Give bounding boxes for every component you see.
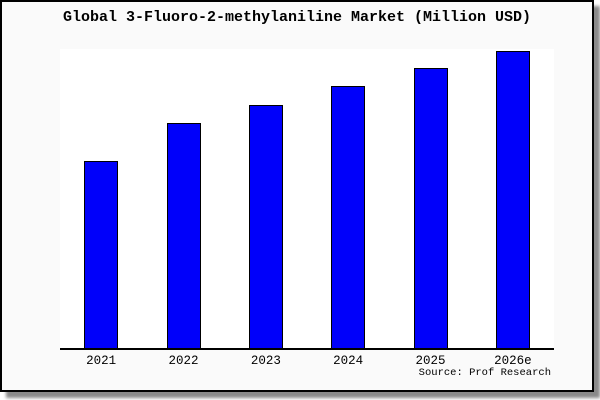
chart-panel: Global 3-Fluoro-2-methylaniline Market (…: [0, 0, 594, 392]
x-tick-label-2026e: 2026e: [494, 354, 532, 368]
x-tick-label-2025: 2025: [415, 354, 446, 368]
x-tick-label-2021: 2021: [86, 354, 117, 368]
x-tick-label-2023: 2023: [250, 354, 281, 368]
x-tick-label-2022: 2022: [168, 354, 199, 368]
bar-2022: [166, 123, 201, 348]
bar-2024: [331, 86, 366, 348]
x-axis-tick-labels: 2021 2022 2023 2024 2025 2026e: [60, 354, 554, 370]
chart-title: Global 3-Fluoro-2-methylaniline Market (…: [62, 9, 532, 26]
bar-2021: [84, 160, 119, 348]
x-tick-label-2024: 2024: [333, 354, 364, 368]
bar-2026e: [495, 50, 530, 348]
bar-2025: [413, 68, 448, 348]
plot-area: [60, 49, 554, 350]
bar-2023: [248, 105, 283, 348]
source-credit: Source: Prof Research: [418, 367, 551, 379]
